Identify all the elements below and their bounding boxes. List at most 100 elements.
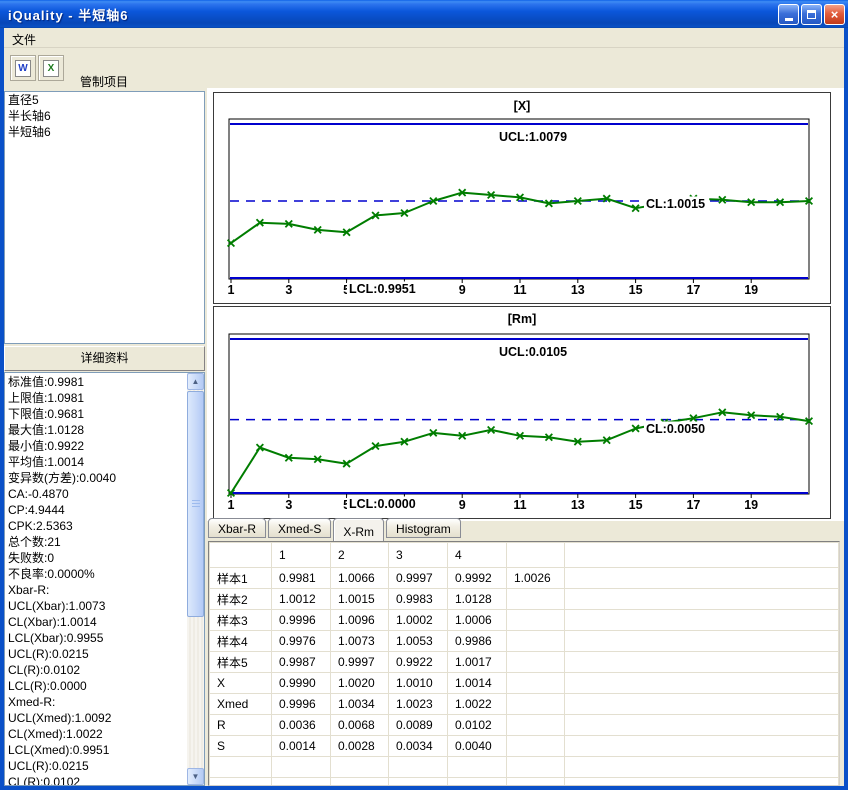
table-cell: [507, 589, 565, 610]
table-cell: 0.9976: [272, 631, 331, 652]
close-button[interactable]: ×: [824, 4, 845, 25]
svg-text:15: 15: [629, 498, 643, 512]
detail-line: CL(Xbar):1.0014: [5, 614, 187, 630]
table-header-row: 1234: [210, 543, 839, 568]
table-cell: [565, 673, 839, 694]
tab-x-rm[interactable]: X-Rm: [333, 518, 384, 542]
details-list: 标准值:0.9981上限值:1.0981下限值:0.9681最大值:1.0128…: [4, 372, 205, 786]
table-cell: [565, 652, 839, 673]
row-label-cell: 样本4: [210, 631, 272, 652]
table-cell: 1.0002: [389, 610, 448, 631]
title-bar[interactable]: iQuality - 半短轴6 ×: [0, 0, 848, 28]
app-body: 文件 W X 管制项目 直径5半长轴6半短轴6 详细资料 标准值:0.9981上…: [4, 28, 844, 786]
svg-text:11: 11: [513, 283, 526, 297]
maximize-button[interactable]: [801, 4, 822, 25]
detail-line: UCL(Xbar):1.0073: [5, 598, 187, 614]
details-scrollbar[interactable]: ▲ ▼: [187, 373, 204, 785]
minimize-icon: [785, 18, 793, 21]
scrollbar-thumb[interactable]: [187, 391, 204, 617]
table-row: [210, 778, 839, 787]
table-cell: [565, 694, 839, 715]
table-cell: 1.0014: [448, 673, 507, 694]
table-cell: [565, 568, 839, 589]
tab-xmed-s[interactable]: Xmed-S: [268, 518, 331, 538]
table-cell: [448, 757, 507, 778]
table-cell: [507, 631, 565, 652]
control-items-list: 直径5半长轴6半短轴6: [4, 91, 205, 344]
scrollbar-grip-icon: [192, 500, 200, 508]
row-label-cell: Xmed: [210, 694, 272, 715]
x-control-chart: 13591113151719[X]UCL:1.0079CL:1.0015LCL:…: [213, 92, 831, 304]
detail-line: CA:-0.4870: [5, 486, 187, 502]
row-label-cell: [210, 778, 272, 787]
table-cell: 0.0102: [448, 715, 507, 736]
svg-text:CL:1.0015: CL:1.0015: [646, 197, 705, 211]
table-cell: [507, 736, 565, 757]
svg-text:3: 3: [285, 283, 292, 297]
control-item[interactable]: 半短轴6: [5, 124, 204, 140]
detail-line: 平均值:1.0014: [5, 454, 187, 470]
table-cell: 0.9987: [272, 652, 331, 673]
table-cell: 0.9981: [272, 568, 331, 589]
row-label-cell: 样本5: [210, 652, 272, 673]
svg-text:1: 1: [228, 283, 235, 297]
svg-text:19: 19: [744, 498, 758, 512]
tab-xbar-r[interactable]: Xbar-R: [208, 518, 266, 538]
control-item[interactable]: 半长轴6: [5, 108, 204, 124]
svg-text:9: 9: [459, 283, 466, 297]
table-row: R0.00360.00680.00890.0102: [210, 715, 839, 736]
row-label-cell: X: [210, 673, 272, 694]
table-cell: 0.0036: [272, 715, 331, 736]
detail-line: 变异数(方差):0.0040: [5, 470, 187, 486]
table-cell: [448, 778, 507, 787]
table-cell: 1.0053: [389, 631, 448, 652]
table-cell: 0.0068: [331, 715, 389, 736]
table-cell: [565, 631, 839, 652]
svg-text:19: 19: [744, 283, 758, 297]
row-label-cell: [210, 757, 272, 778]
table-cell: [507, 694, 565, 715]
detail-line: CP:4.9444: [5, 502, 187, 518]
charts-area: 13591113151719[X]UCL:1.0079CL:1.0015LCL:…: [207, 88, 844, 521]
table-row: 样本30.99961.00961.00021.0006: [210, 610, 839, 631]
detail-line: LCL(R):0.0000: [5, 678, 187, 694]
menu-bar: 文件: [4, 28, 844, 48]
close-icon: ×: [831, 8, 839, 21]
table-header-cell: [210, 543, 272, 568]
table-row: 样本40.99761.00731.00530.9986: [210, 631, 839, 652]
table-cell: [565, 715, 839, 736]
minimize-button[interactable]: [778, 4, 799, 25]
table-row: [210, 757, 839, 778]
table-row: 样本50.99870.99970.99221.0017: [210, 652, 839, 673]
row-label-cell: S: [210, 736, 272, 757]
detail-line: CL(R):0.0102: [5, 774, 187, 785]
table-cell: [565, 610, 839, 631]
row-label-cell: R: [210, 715, 272, 736]
svg-text:CL:0.0050: CL:0.0050: [646, 422, 705, 436]
scroll-up-icon[interactable]: ▲: [187, 373, 204, 390]
table-cell: 1.0073: [331, 631, 389, 652]
table-row: 样本10.99811.00660.99970.99921.0026: [210, 568, 839, 589]
detail-line: UCL(R):0.0215: [5, 758, 187, 774]
table-header-cell: 1: [272, 543, 331, 568]
table-cell: 0.9996: [272, 610, 331, 631]
control-item[interactable]: 直径5: [5, 92, 204, 108]
table-cell: 0.9922: [389, 652, 448, 673]
table-cell: [389, 778, 448, 787]
table-cell: [565, 757, 839, 778]
svg-text:17: 17: [686, 283, 700, 297]
svg-text:LCL:0.9951: LCL:0.9951: [349, 282, 416, 296]
table-row: S0.00140.00280.00340.0040: [210, 736, 839, 757]
table-cell: 0.0040: [448, 736, 507, 757]
table-cell: [565, 778, 839, 787]
table-header-cell: 4: [448, 543, 507, 568]
menu-file[interactable]: 文件: [4, 28, 44, 50]
table-cell: 1.0034: [331, 694, 389, 715]
svg-text:17: 17: [686, 498, 700, 512]
tab-histogram[interactable]: Histogram: [386, 518, 461, 538]
scroll-down-icon[interactable]: ▼: [187, 768, 204, 785]
table-cell: [331, 757, 389, 778]
table-cell: 0.0089: [389, 715, 448, 736]
table-cell: 1.0096: [331, 610, 389, 631]
window-title: iQuality - 半短轴6: [0, 5, 128, 24]
